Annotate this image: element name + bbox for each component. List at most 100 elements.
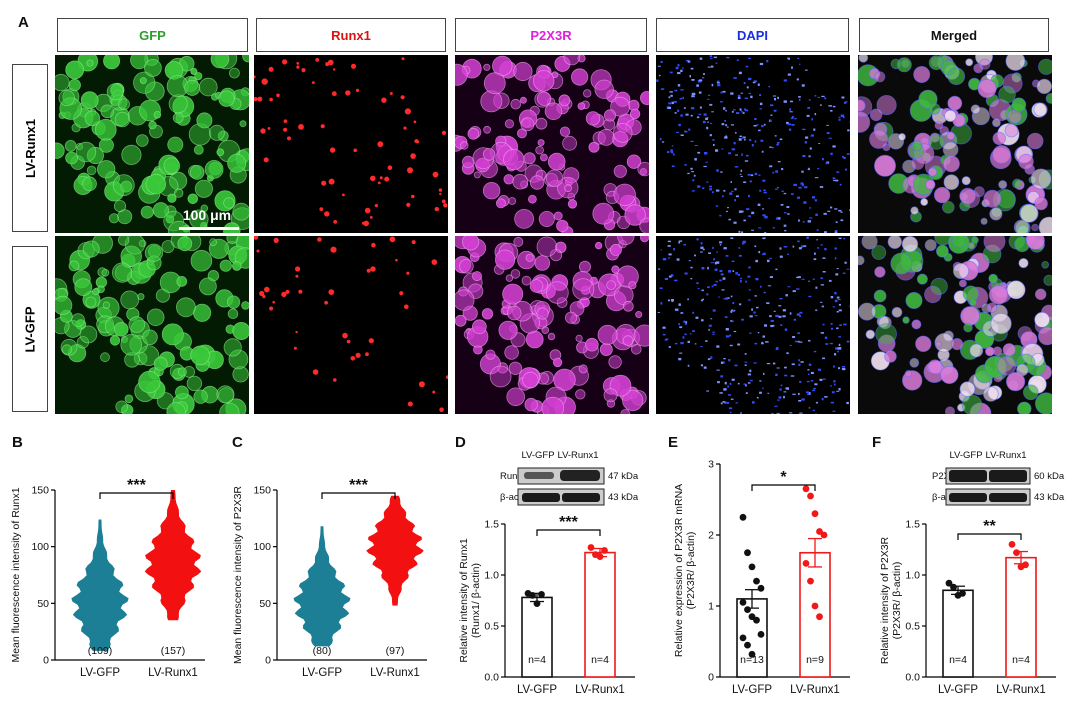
nucleus-dot xyxy=(741,231,744,233)
nucleus-dot xyxy=(438,188,443,192)
nucleus-dot xyxy=(792,245,795,248)
data-point xyxy=(959,590,966,597)
data-point xyxy=(744,549,751,557)
cell-body xyxy=(942,155,960,173)
nucleus-dot xyxy=(834,299,838,303)
nucleus-dot xyxy=(821,397,824,401)
nucleus-dot xyxy=(828,105,832,107)
nucleus-dot xyxy=(805,69,808,71)
nucleus-dot xyxy=(261,78,268,85)
nucleus-dot xyxy=(834,292,837,295)
nucleus-dot xyxy=(835,230,838,232)
nucleus-dot xyxy=(838,388,841,391)
nucleus-dot xyxy=(793,183,797,186)
nucleus-dot xyxy=(329,147,336,153)
nucleus-dot xyxy=(798,392,800,395)
cell-body xyxy=(617,236,635,245)
nucleus-dot xyxy=(696,116,700,119)
nucleus-dot xyxy=(819,186,824,188)
nucleus-dot xyxy=(678,240,683,242)
nucleus-dot xyxy=(727,207,729,209)
nucleus-dot xyxy=(720,91,723,94)
nucleus-dot xyxy=(298,289,303,294)
nucleus-dot xyxy=(808,155,811,158)
nucleus-dot xyxy=(775,314,779,317)
cell-body xyxy=(875,323,897,345)
nucleus-dot xyxy=(790,375,795,377)
micrograph-background xyxy=(254,236,448,414)
nucleus-dot xyxy=(667,151,670,154)
nucleus-dot xyxy=(684,272,688,275)
n-label: n=4 xyxy=(949,654,967,666)
nucleus-dot xyxy=(808,167,810,169)
nucleus-dot xyxy=(699,106,702,109)
nucleus-dot xyxy=(805,136,809,139)
nucleus-dot xyxy=(273,237,279,243)
nucleus-dot xyxy=(678,123,681,127)
data-point xyxy=(945,579,953,587)
nucleus-dot xyxy=(830,296,834,299)
nucleus-dot xyxy=(720,402,723,405)
nucleus-dot xyxy=(716,82,720,84)
nucleus-dot xyxy=(820,277,824,279)
nucleus-dot xyxy=(786,206,790,208)
cell-body xyxy=(102,301,111,309)
nucleus-dot xyxy=(845,168,847,171)
nucleus-dot xyxy=(439,407,444,412)
nucleus-dot xyxy=(431,259,438,265)
cell-body xyxy=(216,148,225,157)
nucleus-dot xyxy=(668,102,672,105)
blot-band-name: β-actin xyxy=(500,492,529,503)
count-label: (157) xyxy=(161,645,186,657)
nucleus-dot xyxy=(748,299,751,301)
x-tick-label: LV-Runx1 xyxy=(996,684,1046,696)
nucleus-dot xyxy=(324,300,328,305)
nucleus-dot xyxy=(697,288,700,290)
nucleus-dot xyxy=(789,108,791,111)
nucleus-dot xyxy=(719,244,722,246)
nucleus-dot xyxy=(674,308,679,311)
cell-body xyxy=(858,55,869,63)
cell-body xyxy=(177,367,187,377)
nucleus-dot xyxy=(766,302,770,304)
nucleus-dot xyxy=(708,328,710,331)
cell-body xyxy=(482,148,496,161)
x-tick-label: LV-Runx1 xyxy=(148,667,198,679)
nucleus-dot xyxy=(721,361,725,364)
nucleus-dot xyxy=(259,290,265,297)
nucleus-dot xyxy=(838,118,841,121)
nucleus-dot xyxy=(744,353,747,355)
nucleus-dot xyxy=(820,284,825,286)
nucleus-dot xyxy=(712,333,715,335)
nucleus-dot xyxy=(720,171,723,173)
nucleus-dot xyxy=(321,180,327,186)
y-tick-label: 50 xyxy=(37,598,49,610)
nucleus-dot xyxy=(740,280,742,283)
nucleus-dot xyxy=(662,333,666,336)
nucleus-dot xyxy=(732,270,735,272)
cell-body xyxy=(232,261,242,271)
nucleus-dot xyxy=(401,57,405,61)
nucleus-dot xyxy=(734,132,737,134)
cell-body xyxy=(909,357,920,368)
cell-body xyxy=(951,338,964,351)
nucleus-dot xyxy=(842,272,846,274)
nucleus-dot xyxy=(763,291,766,294)
bar-chart-d: 0.0 0.5 1.0 1.5 Relative intensity of Runx1(… xyxy=(458,514,635,696)
cell-body xyxy=(992,145,1012,164)
nucleus-dot xyxy=(734,188,737,191)
nucleus-dot xyxy=(769,119,772,122)
nucleus-dot xyxy=(725,135,728,138)
nucleus-dot xyxy=(759,108,762,110)
nucleus-dot xyxy=(696,282,699,284)
nucleus-dot xyxy=(296,62,300,65)
cell-body xyxy=(558,94,571,107)
nucleus-dot xyxy=(831,391,835,394)
cell-body xyxy=(613,183,636,207)
nucleus-dot xyxy=(762,237,766,240)
cell-body xyxy=(1034,196,1048,211)
data-point xyxy=(739,513,747,521)
nucleus-dot xyxy=(745,65,749,68)
nucleus-dot xyxy=(708,252,711,254)
nucleus-dot xyxy=(315,58,320,62)
